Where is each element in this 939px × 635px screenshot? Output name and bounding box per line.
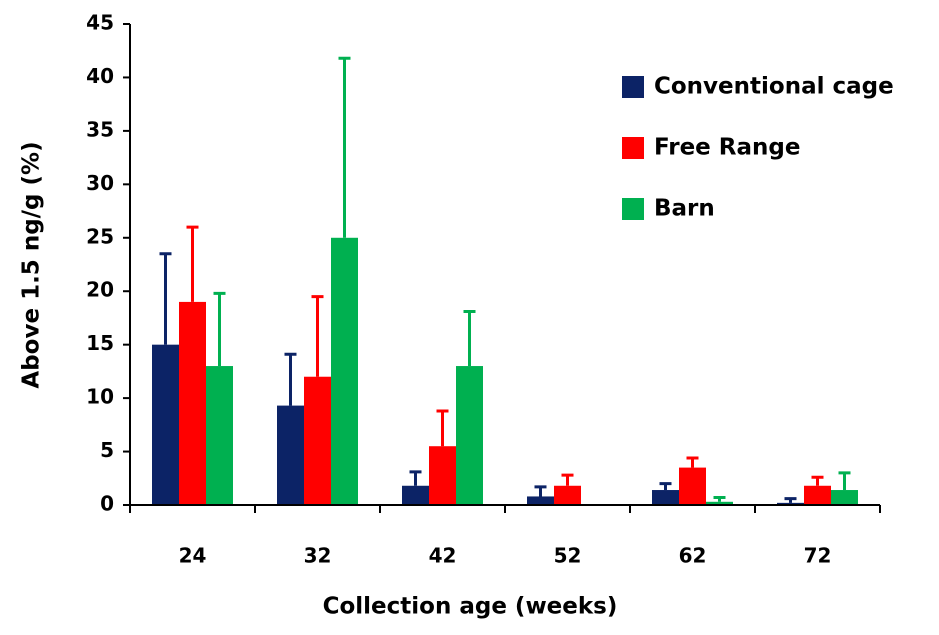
bar <box>206 366 233 505</box>
error-bar <box>713 496 726 502</box>
y-tick-label: 10 <box>86 385 114 409</box>
error-bar <box>838 471 851 491</box>
bar <box>652 490 679 505</box>
x-axis-label: Collection age (weeks) <box>323 594 618 620</box>
y-tick-label: 45 <box>86 11 114 35</box>
y-tick-label: 0 <box>100 492 114 516</box>
y-tick-label: 35 <box>86 117 114 141</box>
bar <box>179 301 206 505</box>
bar <box>152 344 179 505</box>
bar <box>456 366 483 505</box>
error-bar <box>159 252 172 345</box>
bar <box>527 496 554 505</box>
x-tick-label: 62 <box>679 544 707 568</box>
x-tick-label: 24 <box>179 544 207 568</box>
error-bar <box>436 409 449 447</box>
legend-swatch <box>622 198 644 220</box>
legend-swatch <box>622 137 644 159</box>
error-bar <box>561 473 574 486</box>
x-tick-label: 52 <box>554 544 582 568</box>
error-bar <box>311 295 324 377</box>
y-tick-label: 30 <box>86 171 114 195</box>
error-bar <box>284 352 297 406</box>
bar <box>402 485 429 505</box>
bar <box>277 405 304 505</box>
bar <box>304 376 331 505</box>
x-tick-label: 72 <box>804 544 832 568</box>
error-bar <box>213 291 226 367</box>
error-bar <box>784 497 797 503</box>
bar <box>679 467 706 505</box>
bar <box>331 237 358 505</box>
legend-swatch <box>622 76 644 98</box>
error-bar <box>186 225 199 302</box>
legend-label: Free Range <box>654 135 800 161</box>
bar <box>429 446 456 505</box>
x-tick-label: 42 <box>429 544 457 568</box>
y-tick-label: 5 <box>100 438 114 462</box>
bar <box>706 501 733 505</box>
error-bar <box>338 56 351 238</box>
bar <box>777 502 804 505</box>
x-tick-label: 32 <box>304 544 332 568</box>
legend-label: Conventional cage <box>654 74 894 100</box>
error-bar <box>463 310 476 367</box>
error-bar <box>686 456 699 468</box>
error-bar <box>659 482 672 491</box>
y-tick-label: 40 <box>86 64 114 88</box>
y-tick-label: 25 <box>86 224 114 248</box>
error-bar <box>409 470 422 486</box>
error-bar <box>534 485 547 497</box>
y-tick-label: 20 <box>86 278 114 302</box>
bar <box>804 485 831 505</box>
y-axis-label: Above 1.5 ng/g (%) <box>19 141 45 388</box>
error-bar <box>811 475 824 486</box>
y-tick-label: 15 <box>86 331 114 355</box>
bar <box>831 490 858 505</box>
bar <box>554 485 581 505</box>
legend-label: Barn <box>654 196 715 222</box>
